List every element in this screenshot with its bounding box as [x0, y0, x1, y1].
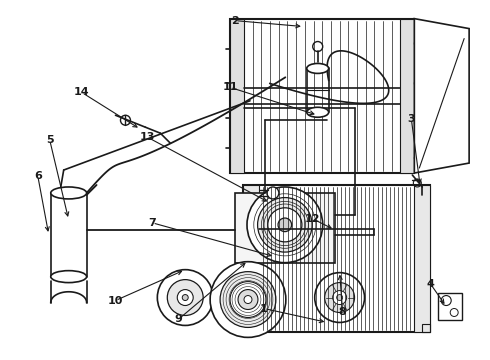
Circle shape — [258, 198, 312, 252]
Bar — [230, 19, 415, 173]
Circle shape — [441, 296, 451, 306]
Circle shape — [182, 294, 188, 301]
Text: 7: 7 — [148, 218, 156, 228]
Circle shape — [157, 270, 213, 325]
Text: 12: 12 — [305, 214, 320, 224]
Text: 13: 13 — [140, 132, 155, 142]
Bar — [438, 293, 462, 320]
Circle shape — [333, 291, 346, 305]
Circle shape — [177, 289, 193, 306]
Ellipse shape — [307, 63, 329, 73]
Circle shape — [210, 262, 286, 337]
Circle shape — [450, 309, 458, 316]
Circle shape — [415, 154, 422, 162]
Bar — [415, 185, 430, 332]
Circle shape — [278, 218, 292, 231]
Text: 2: 2 — [231, 15, 239, 26]
Text: 3: 3 — [408, 114, 415, 124]
Text: 9: 9 — [174, 314, 182, 324]
Circle shape — [244, 296, 252, 303]
Bar — [422, 324, 430, 332]
Text: 6: 6 — [34, 171, 42, 181]
Text: 14: 14 — [74, 87, 90, 97]
Ellipse shape — [307, 107, 329, 117]
Circle shape — [247, 187, 323, 263]
Ellipse shape — [51, 271, 87, 283]
Bar — [243, 185, 430, 332]
Circle shape — [337, 294, 343, 301]
Bar — [243, 185, 259, 332]
Circle shape — [121, 115, 130, 125]
Text: 10: 10 — [108, 296, 123, 306]
Circle shape — [238, 289, 258, 310]
Circle shape — [325, 283, 355, 312]
Polygon shape — [415, 19, 469, 173]
Circle shape — [268, 208, 302, 242]
Text: 8: 8 — [339, 307, 346, 318]
Bar — [235, 193, 335, 263]
Text: 5: 5 — [46, 135, 53, 145]
Text: 1: 1 — [260, 303, 268, 314]
Circle shape — [315, 273, 365, 323]
Bar — [230, 19, 244, 173]
Circle shape — [230, 282, 266, 318]
Text: 11: 11 — [222, 82, 238, 93]
Text: 4: 4 — [426, 279, 434, 289]
Circle shape — [167, 280, 203, 315]
Circle shape — [220, 272, 276, 328]
Circle shape — [415, 40, 422, 48]
Circle shape — [415, 119, 422, 127]
Circle shape — [267, 187, 279, 199]
Circle shape — [313, 41, 323, 51]
Ellipse shape — [51, 187, 87, 199]
Circle shape — [415, 80, 422, 87]
Bar — [400, 19, 415, 173]
